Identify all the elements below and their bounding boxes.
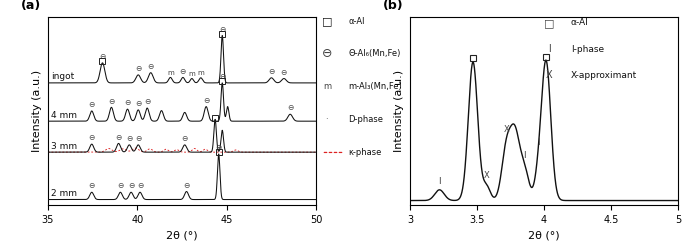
Text: □: □ (544, 18, 555, 28)
Text: ⊖: ⊖ (281, 68, 287, 77)
Text: ⊖: ⊖ (137, 182, 143, 190)
Text: ⊖: ⊖ (321, 47, 332, 61)
Text: ⊖: ⊖ (287, 103, 293, 112)
Text: ⊖: ⊖ (117, 182, 123, 190)
Text: α-Al: α-Al (571, 19, 588, 27)
Text: □: □ (321, 16, 332, 26)
Text: ·: · (325, 115, 328, 124)
Text: ⊖: ⊖ (182, 134, 188, 143)
Text: ⊖: ⊖ (184, 181, 190, 190)
Text: ⊖: ⊖ (219, 72, 225, 81)
Text: (b): (b) (383, 0, 403, 12)
Text: α-Al: α-Al (348, 17, 365, 25)
Text: ⊖: ⊖ (135, 64, 141, 73)
Text: κ-phase: κ-phase (348, 148, 382, 157)
Text: ⊖: ⊖ (124, 98, 131, 107)
Text: ⊖: ⊖ (126, 134, 132, 143)
Text: (a): (a) (21, 0, 41, 12)
Text: ⊖: ⊖ (147, 62, 154, 71)
Text: I-phase: I-phase (571, 45, 604, 54)
Text: m-Al₃(Mn,Fe): m-Al₃(Mn,Fe) (348, 82, 402, 91)
Text: ⊖: ⊖ (115, 133, 122, 142)
Text: ⊖: ⊖ (88, 100, 95, 109)
Text: ⊖: ⊖ (179, 67, 186, 76)
Text: ⊖: ⊖ (88, 133, 95, 142)
Text: ⊖: ⊖ (219, 25, 225, 34)
Text: 2 mm: 2 mm (51, 189, 77, 198)
Text: D-phase: D-phase (348, 115, 384, 124)
Text: l: l (548, 44, 551, 54)
X-axis label: 2θ (°): 2θ (°) (528, 230, 560, 240)
Text: ⊖: ⊖ (216, 143, 222, 152)
Text: m: m (188, 71, 195, 77)
Text: X-approximant: X-approximant (571, 71, 637, 80)
Text: ⊖: ⊖ (108, 97, 114, 105)
Y-axis label: Intensity (a.u.): Intensity (a.u.) (32, 70, 42, 152)
Text: l: l (523, 151, 526, 160)
Text: ⊖: ⊖ (128, 182, 134, 190)
Text: ⊖: ⊖ (144, 97, 151, 106)
Text: 3 mm: 3 mm (51, 142, 77, 151)
X-axis label: 2θ (°): 2θ (°) (166, 230, 198, 240)
Y-axis label: Intensity (a.u.): Intensity (a.u.) (395, 70, 404, 152)
Text: Θ-Al₆(Mn,Fe): Θ-Al₆(Mn,Fe) (348, 49, 401, 58)
Text: ⊖: ⊖ (135, 134, 141, 143)
Text: ⊖: ⊖ (88, 182, 95, 190)
Text: ⊖: ⊖ (269, 67, 275, 76)
Text: X: X (503, 125, 510, 134)
Text: ⊖: ⊖ (99, 52, 105, 61)
Text: m: m (197, 70, 204, 76)
Text: ⊖: ⊖ (135, 99, 141, 108)
Text: ingot: ingot (51, 72, 74, 82)
Text: X: X (484, 171, 489, 180)
Text: l: l (537, 138, 539, 147)
Text: m: m (167, 70, 174, 76)
Text: m: m (323, 82, 331, 91)
Text: X: X (546, 70, 553, 81)
Text: ⊖: ⊖ (203, 96, 210, 105)
Text: 4 mm: 4 mm (51, 111, 77, 120)
Text: l: l (438, 177, 440, 186)
